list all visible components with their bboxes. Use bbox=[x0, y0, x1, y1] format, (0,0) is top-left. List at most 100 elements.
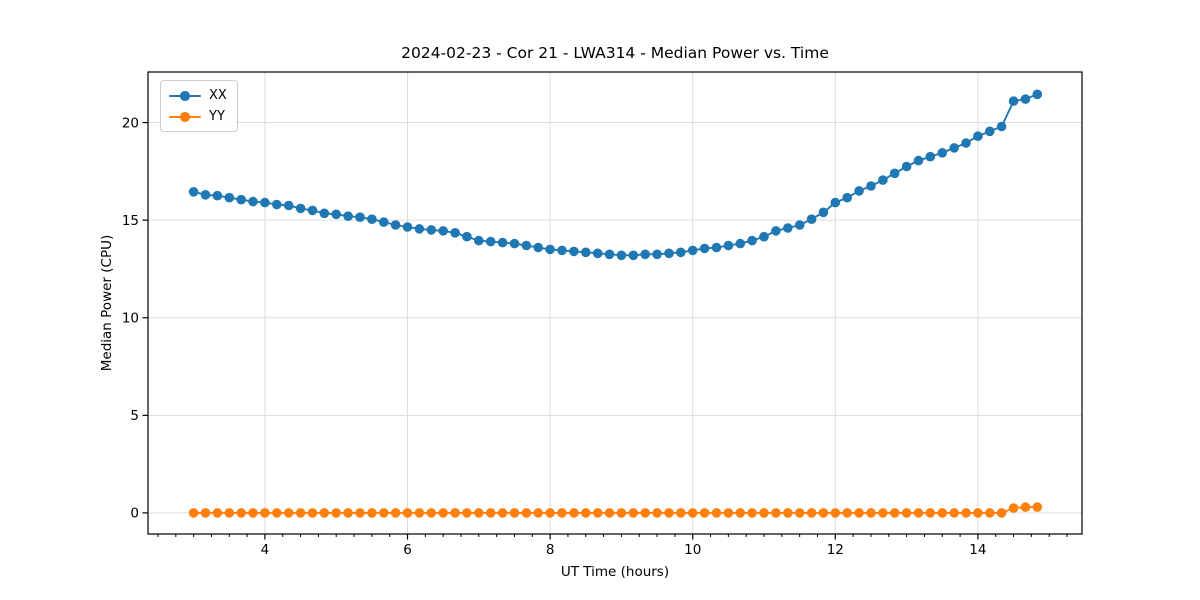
data-point-xx bbox=[711, 242, 722, 253]
x-tick-label: 8 bbox=[546, 542, 555, 558]
data-point-xx bbox=[901, 161, 912, 172]
data-point-xx bbox=[759, 231, 769, 242]
x-tick-label: 12 bbox=[827, 542, 844, 558]
data-point-yy bbox=[402, 508, 413, 518]
data-point-xx bbox=[212, 190, 223, 201]
data-point-yy bbox=[818, 508, 829, 518]
data-point-xx bbox=[592, 248, 603, 259]
data-point-xx bbox=[474, 235, 484, 246]
data-point-yy bbox=[438, 508, 449, 518]
data-point-yy bbox=[842, 508, 852, 518]
legend-label: XX bbox=[209, 88, 227, 103]
data-point-xx bbox=[973, 131, 983, 141]
legend: XX YY bbox=[160, 80, 238, 132]
data-point-xx bbox=[794, 220, 805, 230]
data-point-yy bbox=[830, 508, 841, 518]
data-point-xx bbox=[937, 148, 948, 158]
data-point-xx bbox=[438, 226, 449, 236]
data-point-xx bbox=[355, 212, 365, 222]
x-tick-label: 10 bbox=[684, 542, 701, 558]
data-point-xx bbox=[925, 151, 936, 162]
data-point-xx bbox=[367, 214, 377, 224]
data-point-xx bbox=[509, 238, 520, 249]
data-point-yy bbox=[188, 508, 199, 518]
data-point-yy bbox=[319, 508, 330, 518]
data-point-xx bbox=[1032, 89, 1043, 100]
data-point-yy bbox=[889, 508, 900, 518]
data-point-yy bbox=[331, 508, 342, 518]
data-point-yy bbox=[1008, 503, 1019, 513]
data-point-xx bbox=[913, 155, 924, 166]
data-point-xx bbox=[390, 220, 401, 230]
data-point-yy bbox=[426, 508, 437, 518]
data-point-yy bbox=[771, 508, 781, 518]
data-point-yy bbox=[1032, 502, 1043, 512]
data-point-xx bbox=[961, 138, 971, 148]
data-point-xx bbox=[497, 237, 508, 248]
data-point-xx bbox=[224, 192, 235, 203]
data-point-yy bbox=[759, 508, 769, 518]
data-point-xx bbox=[379, 217, 389, 227]
data-point-yy bbox=[509, 508, 520, 518]
data-point-yy bbox=[272, 508, 282, 518]
series-line-xx bbox=[193, 93, 1038, 257]
data-point-yy bbox=[687, 508, 698, 518]
data-point-yy bbox=[200, 508, 211, 518]
data-point-xx bbox=[616, 250, 627, 261]
data-point-yy bbox=[450, 508, 460, 518]
data-point-yy bbox=[212, 508, 223, 518]
data-point-xx bbox=[676, 247, 686, 258]
data-point-xx bbox=[545, 244, 555, 255]
data-point-xx bbox=[533, 242, 543, 253]
data-point-yy bbox=[604, 508, 615, 518]
data-point-yy bbox=[723, 508, 734, 518]
data-point-xx bbox=[319, 208, 330, 219]
data-point-xx bbox=[426, 225, 437, 235]
data-point-xx bbox=[996, 121, 1007, 132]
y-tick-label: 15 bbox=[122, 213, 139, 229]
data-point-xx bbox=[188, 187, 199, 197]
data-point-yy bbox=[355, 508, 365, 518]
data-point-yy bbox=[913, 508, 924, 518]
data-point-xx bbox=[687, 245, 698, 256]
chart-title: 2024-02-23 - Cor 21 - LWA314 - Median Po… bbox=[401, 44, 829, 62]
data-point-yy bbox=[676, 508, 686, 518]
data-point-xx bbox=[783, 223, 793, 233]
data-point-xx bbox=[343, 211, 353, 221]
data-point-xx bbox=[806, 214, 817, 224]
data-point-yy bbox=[581, 508, 591, 518]
data-point-xx bbox=[272, 199, 282, 210]
data-point-yy bbox=[474, 508, 484, 518]
data-point-yy bbox=[794, 508, 805, 518]
data-point-yy bbox=[961, 508, 971, 518]
data-point-yy bbox=[925, 508, 936, 518]
data-point-xx bbox=[699, 243, 710, 254]
data-point-yy bbox=[996, 508, 1007, 518]
data-point-xx bbox=[581, 247, 591, 258]
data-point-xx bbox=[295, 203, 306, 214]
data-point-yy bbox=[343, 508, 353, 518]
data-point-yy bbox=[307, 508, 318, 518]
data-point-xx bbox=[283, 200, 294, 211]
data-point-xx bbox=[569, 246, 579, 257]
data-point-xx bbox=[771, 226, 781, 236]
data-point-yy bbox=[806, 508, 817, 518]
data-point-yy bbox=[616, 508, 627, 518]
data-point-yy bbox=[711, 508, 722, 518]
y-tick-label: 10 bbox=[122, 311, 139, 327]
data-point-xx bbox=[604, 249, 615, 260]
data-point-yy bbox=[260, 508, 270, 518]
legend-label: YY bbox=[209, 109, 225, 124]
data-point-xx bbox=[402, 222, 413, 232]
x-axis-label: UT Time (hours) bbox=[560, 564, 670, 580]
data-point-xx bbox=[985, 126, 995, 137]
data-point-xx bbox=[818, 207, 829, 218]
data-point-xx bbox=[640, 249, 650, 260]
data-point-yy bbox=[533, 508, 543, 518]
data-point-xx bbox=[878, 175, 888, 185]
data-point-yy bbox=[901, 508, 912, 518]
data-point-yy bbox=[878, 508, 888, 518]
data-point-xx bbox=[854, 186, 864, 196]
x-tick-label: 4 bbox=[261, 542, 270, 558]
